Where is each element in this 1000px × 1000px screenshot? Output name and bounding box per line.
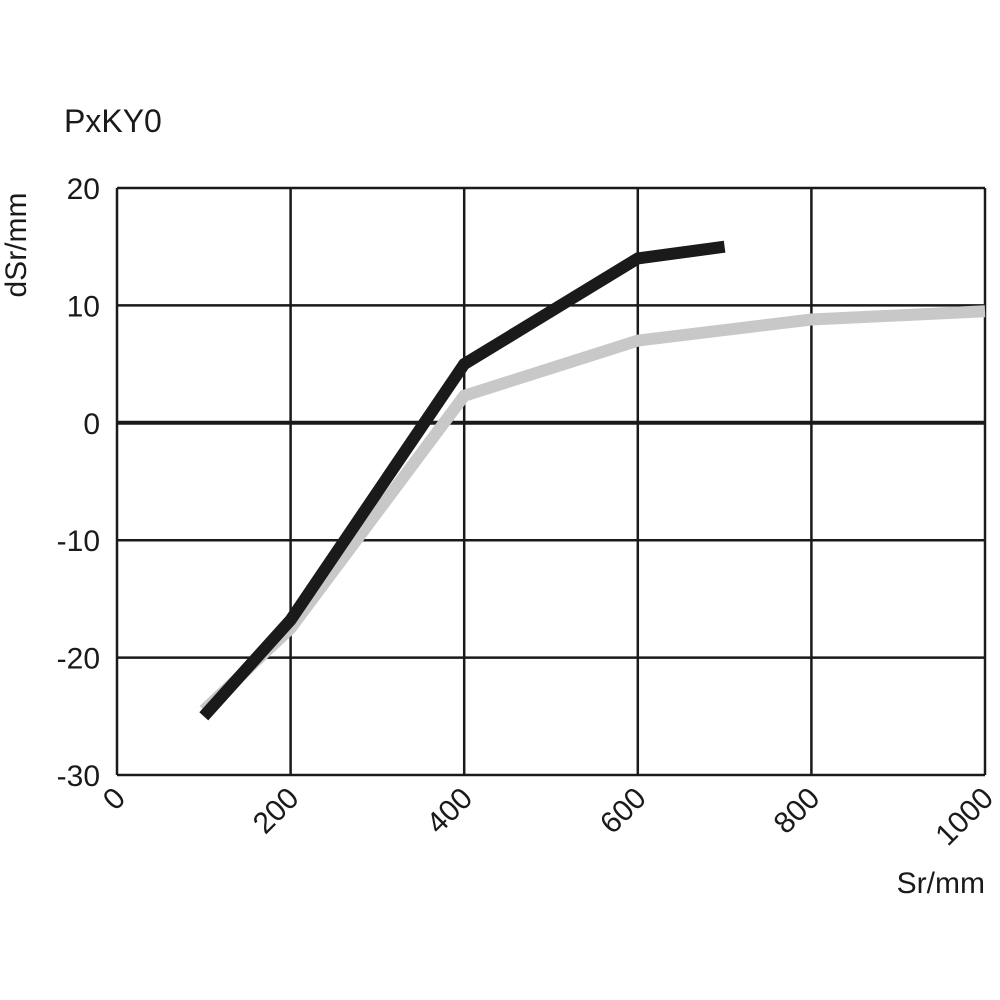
y-tick-label: 10 bbox=[67, 290, 100, 323]
y-tick-label: 0 bbox=[83, 408, 100, 441]
y-axis-title: dSr/mm bbox=[0, 193, 33, 298]
x-tick-label: 0 bbox=[97, 782, 132, 817]
series-group bbox=[199, 240, 986, 721]
y-tick-labels: 20 10 0 -10 -20 -30 bbox=[57, 173, 100, 793]
y-tick-label: -20 bbox=[57, 643, 100, 676]
x-tick-labels: 0 200 400 600 800 1000 bbox=[97, 782, 1000, 853]
y-tick-label: 20 bbox=[67, 173, 100, 206]
chart-title: PxKY0 bbox=[64, 103, 162, 139]
x-tick-label: 800 bbox=[768, 782, 827, 841]
grid bbox=[115, 186, 987, 777]
x-tick-label: 400 bbox=[420, 782, 479, 841]
x-tick-label: 600 bbox=[594, 782, 653, 841]
x-tick-label: 200 bbox=[247, 782, 306, 841]
y-tick-label: -10 bbox=[57, 525, 100, 558]
x-tick-label: 1000 bbox=[929, 782, 1000, 853]
series-line-2 bbox=[199, 240, 726, 721]
x-axis-title: Sr/mm bbox=[897, 867, 985, 900]
series-line-1 bbox=[199, 305, 986, 715]
y-tick-label: -30 bbox=[57, 760, 100, 793]
